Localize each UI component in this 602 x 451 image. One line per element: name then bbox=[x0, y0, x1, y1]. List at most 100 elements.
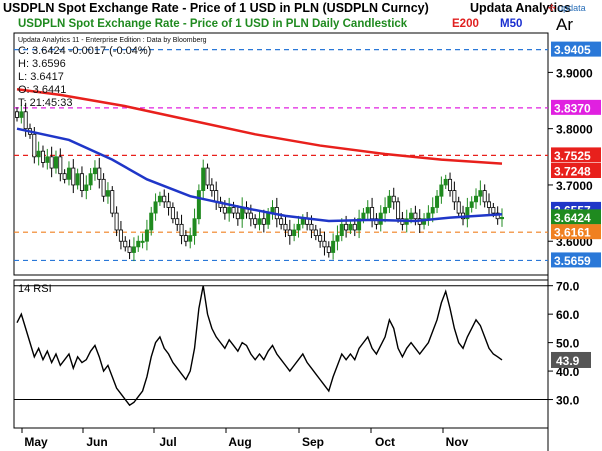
candle-body bbox=[253, 218, 258, 225]
ohlc-time: T: 21:45:33 bbox=[18, 97, 73, 109]
candle-body bbox=[71, 167, 76, 186]
header: USDPLN Spot Exchange Rate - Price of 1 U… bbox=[0, 0, 602, 18]
candle-body bbox=[183, 235, 188, 242]
candle-body bbox=[292, 229, 297, 237]
candle-body bbox=[257, 218, 262, 225]
candle-body bbox=[439, 184, 444, 197]
candle-body bbox=[487, 201, 492, 208]
candle-body bbox=[222, 207, 227, 214]
level-label-box bbox=[551, 99, 601, 115]
level-label: 3.6424 bbox=[554, 211, 591, 225]
candle-body bbox=[175, 218, 180, 225]
rsi-last-box bbox=[551, 351, 591, 368]
candle-body bbox=[448, 178, 453, 191]
candle-body bbox=[318, 235, 323, 242]
candle-body bbox=[123, 240, 128, 248]
m50-line bbox=[16, 127, 503, 223]
candle-body bbox=[23, 111, 28, 130]
candle-body bbox=[413, 212, 418, 220]
candle-body bbox=[261, 218, 266, 225]
candle-body bbox=[153, 201, 158, 214]
candle-body bbox=[235, 212, 240, 220]
candle-body bbox=[149, 212, 154, 231]
level-label: 3.7525 bbox=[554, 149, 591, 163]
candle-body bbox=[58, 156, 63, 175]
candle-body bbox=[435, 195, 440, 208]
rsi-last-label: 43.9 bbox=[556, 354, 580, 368]
candle-body bbox=[322, 240, 327, 248]
candle-body bbox=[19, 111, 24, 118]
candle-body bbox=[391, 195, 396, 203]
candle-body bbox=[443, 178, 448, 186]
candle-body bbox=[136, 240, 141, 248]
candle-body bbox=[491, 207, 496, 214]
candle-body bbox=[344, 223, 349, 231]
candle-body bbox=[84, 184, 89, 191]
candle-body bbox=[97, 167, 102, 180]
month-label: Nov bbox=[446, 435, 469, 449]
rsi-tick-label: 40.0 bbox=[556, 365, 580, 379]
chart-subtitle: USDPLN Spot Exchange Rate - Price of 1 U… bbox=[18, 18, 408, 30]
rsi-tick-label: 30.0 bbox=[556, 394, 580, 408]
level-label-box bbox=[551, 224, 601, 240]
candle-body bbox=[179, 223, 184, 237]
rsi-line bbox=[16, 285, 503, 407]
candle-body bbox=[300, 218, 305, 225]
logo-dot-icon: ✣ bbox=[548, 3, 556, 13]
price-tick-label: 3.8000 bbox=[556, 123, 593, 137]
candle-body bbox=[88, 173, 93, 186]
ohlc-low: L: 3.6417 bbox=[18, 71, 64, 83]
candle-body bbox=[456, 201, 461, 214]
candle-body bbox=[201, 167, 206, 191]
price-tick-label: 3.7000 bbox=[556, 179, 593, 193]
candle-body bbox=[326, 246, 331, 253]
candle-body bbox=[430, 207, 435, 214]
legend-m50[interactable]: M50 bbox=[500, 18, 523, 30]
candle-body bbox=[36, 150, 41, 158]
candle-body bbox=[188, 235, 193, 242]
candle-body bbox=[331, 240, 336, 253]
candle-body bbox=[396, 201, 401, 220]
rsi-panel bbox=[14, 285, 548, 407]
candle-body bbox=[66, 167, 71, 180]
chart-title: USDPLN Spot Exchange Rate - Price of 1 U… bbox=[3, 1, 429, 15]
rsi-tick-label: 70.0 bbox=[556, 280, 580, 294]
rsi-tick-label: 50.0 bbox=[556, 337, 580, 351]
ohlc-close: C: 3.6424 -0.0017 (-0.04%) bbox=[18, 45, 152, 57]
candle-body bbox=[162, 195, 167, 203]
level-label: 3.8370 bbox=[554, 101, 591, 115]
candle-body bbox=[105, 190, 110, 197]
candle-body bbox=[469, 201, 474, 208]
candle-body bbox=[474, 195, 479, 203]
candle-body bbox=[75, 173, 80, 186]
candle-body bbox=[14, 111, 19, 118]
candle-body bbox=[409, 212, 414, 220]
level-label: 3.7248 bbox=[554, 164, 591, 178]
level-label: 3.9405 bbox=[554, 43, 591, 57]
legend-e200[interactable]: E200 bbox=[452, 18, 479, 30]
candle-body bbox=[339, 223, 344, 237]
candle-body bbox=[196, 190, 201, 220]
candle-body bbox=[118, 229, 123, 242]
candle-body bbox=[482, 190, 487, 203]
candle-body bbox=[205, 167, 210, 186]
brand-name: Updata Analytics bbox=[470, 1, 571, 15]
candle-body bbox=[166, 201, 171, 208]
candle-body bbox=[62, 173, 67, 180]
month-label: Jun bbox=[86, 435, 107, 449]
level-label-box bbox=[551, 209, 601, 225]
level-label-box bbox=[551, 252, 601, 268]
candle-body bbox=[248, 212, 253, 220]
candle-body bbox=[79, 173, 84, 191]
ohlc-open: O: 3.6441 bbox=[18, 84, 67, 96]
axis-mode-button[interactable]: Ar bbox=[556, 15, 573, 34]
candle-body bbox=[32, 133, 37, 158]
candle-body bbox=[313, 229, 318, 237]
candle-body bbox=[426, 212, 431, 220]
candle-body bbox=[266, 212, 271, 225]
candle-body bbox=[49, 156, 54, 169]
rsi-label: 14 RSI bbox=[18, 283, 52, 295]
candle-body bbox=[92, 167, 97, 175]
candle-body bbox=[365, 207, 370, 214]
